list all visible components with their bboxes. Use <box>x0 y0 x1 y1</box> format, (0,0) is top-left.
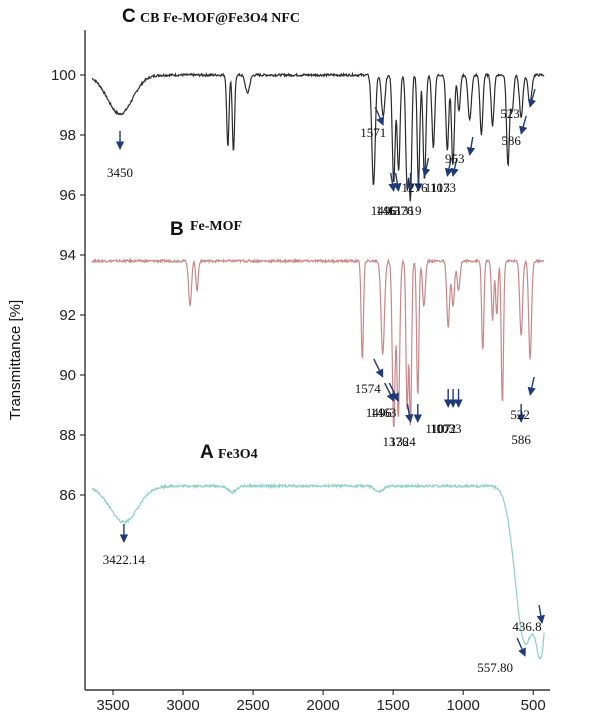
annotation-label: 1107 <box>425 421 451 436</box>
chart-arrows <box>115 88 545 657</box>
panel-letter-C: C <box>122 6 136 27</box>
annotation-label: 953 <box>445 151 465 166</box>
annotation-label: 522 <box>510 407 530 422</box>
annotation-arrow <box>373 358 384 378</box>
annotation-label: 1072 <box>430 421 456 436</box>
y-tick-label: 90 <box>59 367 76 384</box>
series-line-B <box>91 257 545 428</box>
annotation-label: 1496 <box>371 203 398 218</box>
annotation-label: 1463 <box>370 405 396 420</box>
chart-axes: 86 88 90 92 94 96 98 100 3500 3000 2500 2000 1500 100… <box>7 30 550 714</box>
x-tick-label: 500 <box>521 697 546 714</box>
annotation-arrow <box>519 115 528 135</box>
annotation-arrow <box>527 376 536 396</box>
x-tick-label: 2000 <box>306 697 339 714</box>
annotation-label: 1324 <box>390 434 417 449</box>
annotation-arrow <box>527 88 537 108</box>
y-tick-label: 94 <box>59 247 76 264</box>
chart-series <box>91 71 545 660</box>
annotation-label: 1276 <box>402 180 429 195</box>
y-tick-label: 98 <box>59 127 76 144</box>
annotation-arrow <box>393 172 402 192</box>
y-tick-label: 88 <box>59 427 76 444</box>
annotation-label: 1376 <box>383 434 410 449</box>
annotation-arrow <box>536 604 545 624</box>
annotation-label: 1461 <box>376 203 402 218</box>
panel-letter-B: B <box>170 219 184 240</box>
y-axis-label: Transmittance [%] <box>7 300 24 420</box>
annotation-label: 523 <box>500 106 520 121</box>
x-tick-label: 2500 <box>236 697 269 714</box>
annotation-label: 436.8 <box>512 619 541 634</box>
y-tick-label: 96 <box>59 187 76 204</box>
y-tick-label: 86 <box>59 487 76 504</box>
annotation-label: 1571 <box>360 125 386 140</box>
panel-letter-A: A <box>200 442 214 463</box>
panel-title-C: CB Fe-MOF@Fe3O4 NFC <box>140 11 300 26</box>
y-tick-label: 92 <box>59 307 76 324</box>
annotation-label: 1033 <box>436 421 462 436</box>
annotation-label: 557.80 <box>477 660 513 675</box>
annotation-label: 1319 <box>395 203 421 218</box>
annotation-arrow <box>422 157 431 177</box>
annotation-arrow <box>388 172 397 192</box>
annotation-arrow <box>516 637 526 657</box>
panel-title-B: Fe-MOF <box>190 219 242 234</box>
annotation-arrow <box>388 382 399 402</box>
annotation-label: 586 <box>501 133 521 148</box>
annotation-label: 1496 <box>366 405 393 420</box>
y-tick-label: 100 <box>51 67 76 84</box>
annotation-arrow <box>466 136 476 156</box>
annotation-label: 1113 <box>425 180 450 195</box>
annotation-label: 1376 <box>388 203 415 218</box>
panel-title-A: Fe3O4 <box>218 447 258 462</box>
chart-labels: C CB Fe-MOF@Fe3O4 NFC B Fe-MOF A Fe3O4 3450 157… <box>103 6 542 675</box>
series-line-C <box>91 71 545 202</box>
annotation-arrow <box>450 157 459 177</box>
annotation-label: 3450 <box>107 165 133 180</box>
x-tick-label: 1000 <box>446 697 479 714</box>
annotation-label: 1574 <box>355 381 382 396</box>
annotation-arrow <box>405 403 414 423</box>
series-line-A <box>91 482 545 660</box>
annotation-label: 1073 <box>430 180 456 195</box>
annotation-label: 586 <box>511 432 531 447</box>
annotation-arrow <box>444 157 454 177</box>
annotation-arrow <box>374 106 384 126</box>
annotation-label: 3422.14 <box>103 552 146 567</box>
x-tick-label: 3000 <box>166 697 199 714</box>
x-tick-label: 3500 <box>96 697 129 714</box>
x-tick-label: 1500 <box>376 697 409 714</box>
